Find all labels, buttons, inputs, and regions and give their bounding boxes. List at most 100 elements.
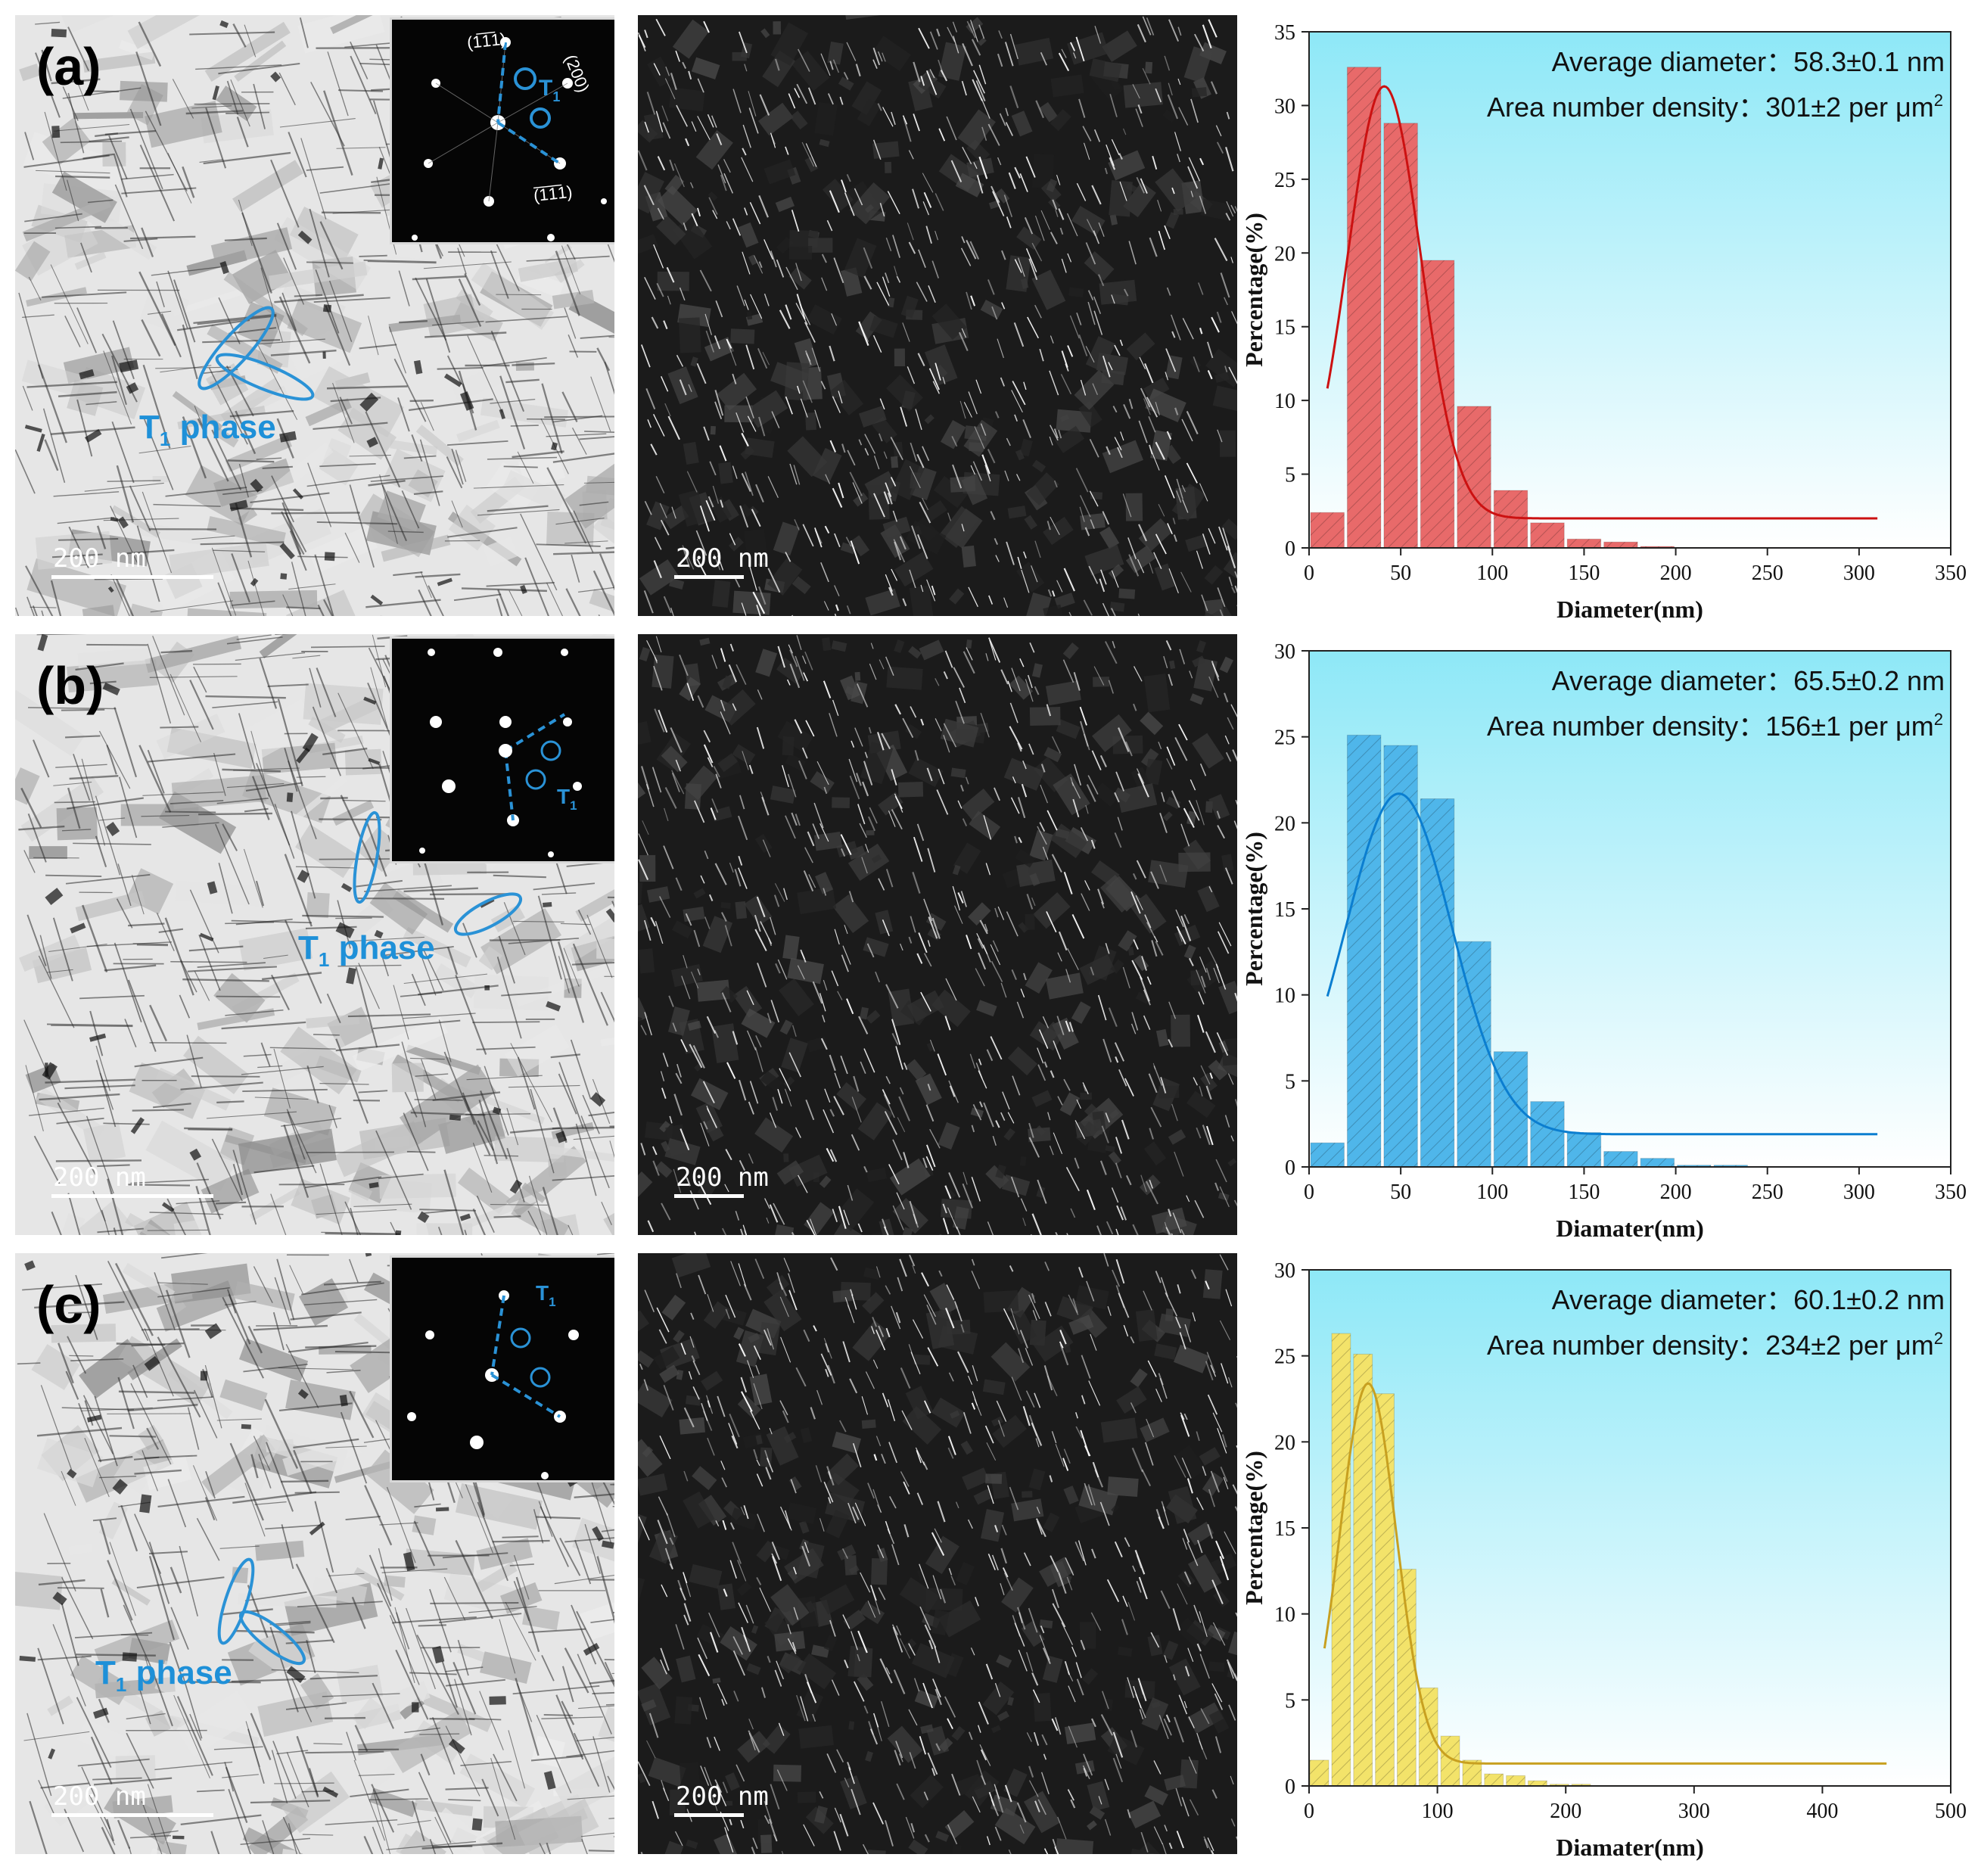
plot-background <box>1309 1270 1951 1786</box>
histogram-bar-hatch <box>1457 406 1491 548</box>
y-tick-label: 5 <box>1285 1689 1295 1713</box>
scalebar-line-bf-c <box>51 1813 213 1817</box>
svg-text:T1: T1 <box>557 785 577 813</box>
histogram-bar-hatch <box>1420 798 1454 1167</box>
histogram-bar-hatch <box>1310 1759 1329 1786</box>
svg-text:T1: T1 <box>536 1281 556 1309</box>
gaussian-fit-line <box>1326 85 1878 520</box>
scalebar-line-df-b <box>674 1194 744 1198</box>
y-tick-label: 10 <box>1274 1604 1295 1627</box>
histogram-bar-hatch <box>1506 1775 1525 1786</box>
histogram-bar-hatch <box>1484 1774 1504 1786</box>
y-tick-label: 0 <box>1285 537 1295 561</box>
scalebar-label-bf-c: 200 nm <box>53 1781 146 1812</box>
t1-phase-ellipses-a <box>197 306 315 401</box>
x-axis-label: Diamater(nm) <box>1556 1834 1703 1861</box>
y-tick-label: 30 <box>1274 640 1295 664</box>
dark-field-micrograph-c: 200 nm <box>638 1253 1237 1854</box>
x-tick-label: 400 <box>1806 1800 1838 1823</box>
bright-field-micrograph-c: (c) T1 phase 200 nm T1 <box>15 1253 614 1854</box>
dark-field-texture-a <box>638 15 1237 616</box>
average-diameter-annotation: Average diameter：60.1±0.2 nm <box>1552 1284 1945 1315</box>
dark-field-texture-b <box>638 635 1237 1235</box>
miller-index-1: (1̅1̅1) <box>466 30 507 52</box>
y-tick-label: 5 <box>1285 464 1295 487</box>
x-axis-label: Diamater(nm) <box>1556 1215 1703 1242</box>
bright-field-micrograph-b: (b) T1 phase 200 nm T1 <box>15 634 614 1235</box>
histogram-bar-hatch <box>1603 542 1638 548</box>
bright-field-micrograph-a: (a) T1 phase 200 nm T1 (1̅1̅1) ( <box>15 15 614 616</box>
y-tick-label: 0 <box>1285 1156 1295 1180</box>
y-tick-label: 15 <box>1274 1517 1295 1541</box>
x-tick-label: 250 <box>1752 562 1784 585</box>
svg-text:T1: T1 <box>539 76 560 104</box>
histogram-bar-hatch <box>1311 512 1345 548</box>
y-tick-label: 20 <box>1274 1431 1295 1454</box>
diffraction-pattern-a: T1 (1̅1̅1) (200) (̅1̅1̅1) <box>412 30 607 241</box>
y-axis-label: Percentage(%) <box>1240 1451 1267 1605</box>
x-tick-label: 300 <box>1678 1800 1710 1823</box>
y-tick-label: 30 <box>1274 95 1295 118</box>
x-tick-label: 250 <box>1752 1181 1784 1204</box>
scalebar-line-df-a <box>674 575 744 579</box>
x-tick-label: 0 <box>1304 562 1314 585</box>
dark-field-micrograph-a: 200 nm <box>638 15 1237 616</box>
scalebar-label-df-b: 200 nm <box>676 1162 769 1193</box>
scalebar-label-bf-a: 200 nm <box>53 543 146 574</box>
area-density-annotation: Area number density：156±1 per μm2 <box>1487 710 1943 742</box>
histogram-svg-b: 0 50 100 150 200 250 300 350 0 5 10 15 20 25 30 Diamate… <box>1240 640 1967 1242</box>
y-tick-label: 35 <box>1274 21 1295 45</box>
histogram-bar-hatch <box>1375 1393 1395 1786</box>
y-axis-label: Percentage(%) <box>1240 832 1267 986</box>
diffraction-pattern-b: T1 <box>419 648 582 857</box>
histogram-svg-c: 0 100 200 300 400 500 0 5 10 15 20 25 30 Diamater(nm)… <box>1240 1259 1967 1861</box>
scalebar-line-bf-b <box>51 1194 213 1198</box>
scalebar-line-df-c <box>674 1813 744 1817</box>
x-tick-label: 50 <box>1390 1181 1411 1204</box>
histogram-bar-hatch <box>1603 1151 1638 1167</box>
y-tick-label: 20 <box>1274 812 1295 835</box>
histogram-bar-hatch <box>1572 1784 1591 1786</box>
histogram-bar-hatch <box>1331 1333 1351 1786</box>
y-tick-label: 25 <box>1274 726 1295 750</box>
histogram-svg-a: 0 50 100 150 200 250 300 350 0 5 10 15 20 25 30 35 Diame… <box>1240 21 1967 623</box>
histogram-bar-hatch <box>1311 1143 1345 1167</box>
histogram-bar-hatch <box>1677 1165 1712 1167</box>
y-axis-label: Percentage(%) <box>1240 213 1267 367</box>
gaussian-fit-line <box>1323 1382 1887 1765</box>
x-tick-label: 300 <box>1843 1181 1875 1204</box>
diffraction-inset-b: T1 <box>390 636 614 863</box>
scalebar-label-df-c: 200 nm <box>676 1781 769 1812</box>
histogram-bar-hatch <box>1494 1051 1528 1167</box>
histogram-bar-hatch <box>1397 1569 1417 1786</box>
x-tick-label: 350 <box>1935 562 1967 585</box>
x-tick-label: 200 <box>1660 562 1692 585</box>
histogram-chart-a: 0 50 100 150 200 250 300 350 0 5 10 15 20 25 30 35 Diame… <box>1239 15 1981 636</box>
histogram-bar-hatch <box>1457 941 1491 1167</box>
t1-phase-ellipses-b <box>353 810 523 936</box>
x-tick-label: 100 <box>1476 562 1508 585</box>
histogram-bar-hatch <box>1383 745 1418 1167</box>
histogram-chart-b: 0 50 100 150 200 250 300 350 0 5 10 15 20 25 30 Diamate… <box>1239 634 1981 1255</box>
y-tick-label: 10 <box>1274 390 1295 413</box>
panel-label-b: (b) <box>36 656 104 715</box>
area-density-annotation: Area number density：301±2 per μm2 <box>1487 91 1943 123</box>
diffraction-inset-a: T1 (1̅1̅1) (200) (̅1̅1̅1) <box>390 17 614 244</box>
scalebar-label-df-a: 200 nm <box>676 543 769 574</box>
panel-label-c: (c) <box>36 1275 101 1334</box>
panel-label-a: (a) <box>36 37 101 96</box>
x-tick-label: 300 <box>1843 562 1875 585</box>
diffraction-pattern-c: T1 <box>407 1281 579 1479</box>
y-tick-label: 10 <box>1274 985 1295 1008</box>
y-tick-label: 0 <box>1285 1775 1295 1799</box>
average-diameter-annotation: Average diameter：65.5±0.2 nm <box>1552 665 1945 696</box>
miller-index-2: (200) <box>561 52 592 95</box>
histogram-chart-c: 0 100 200 300 400 500 0 5 10 15 20 25 30 Diamater(nm)… <box>1239 1253 1981 1874</box>
gaussian-fit-line <box>1326 792 1878 1136</box>
x-tick-label: 200 <box>1660 1181 1692 1204</box>
histogram-bar-hatch <box>1528 1781 1547 1786</box>
histogram-bar-hatch <box>1347 67 1381 548</box>
t1-phase-label-c: T1 phase <box>95 1654 232 1696</box>
y-tick-label: 30 <box>1274 1259 1295 1283</box>
histogram-bar-hatch <box>1550 1784 1569 1786</box>
